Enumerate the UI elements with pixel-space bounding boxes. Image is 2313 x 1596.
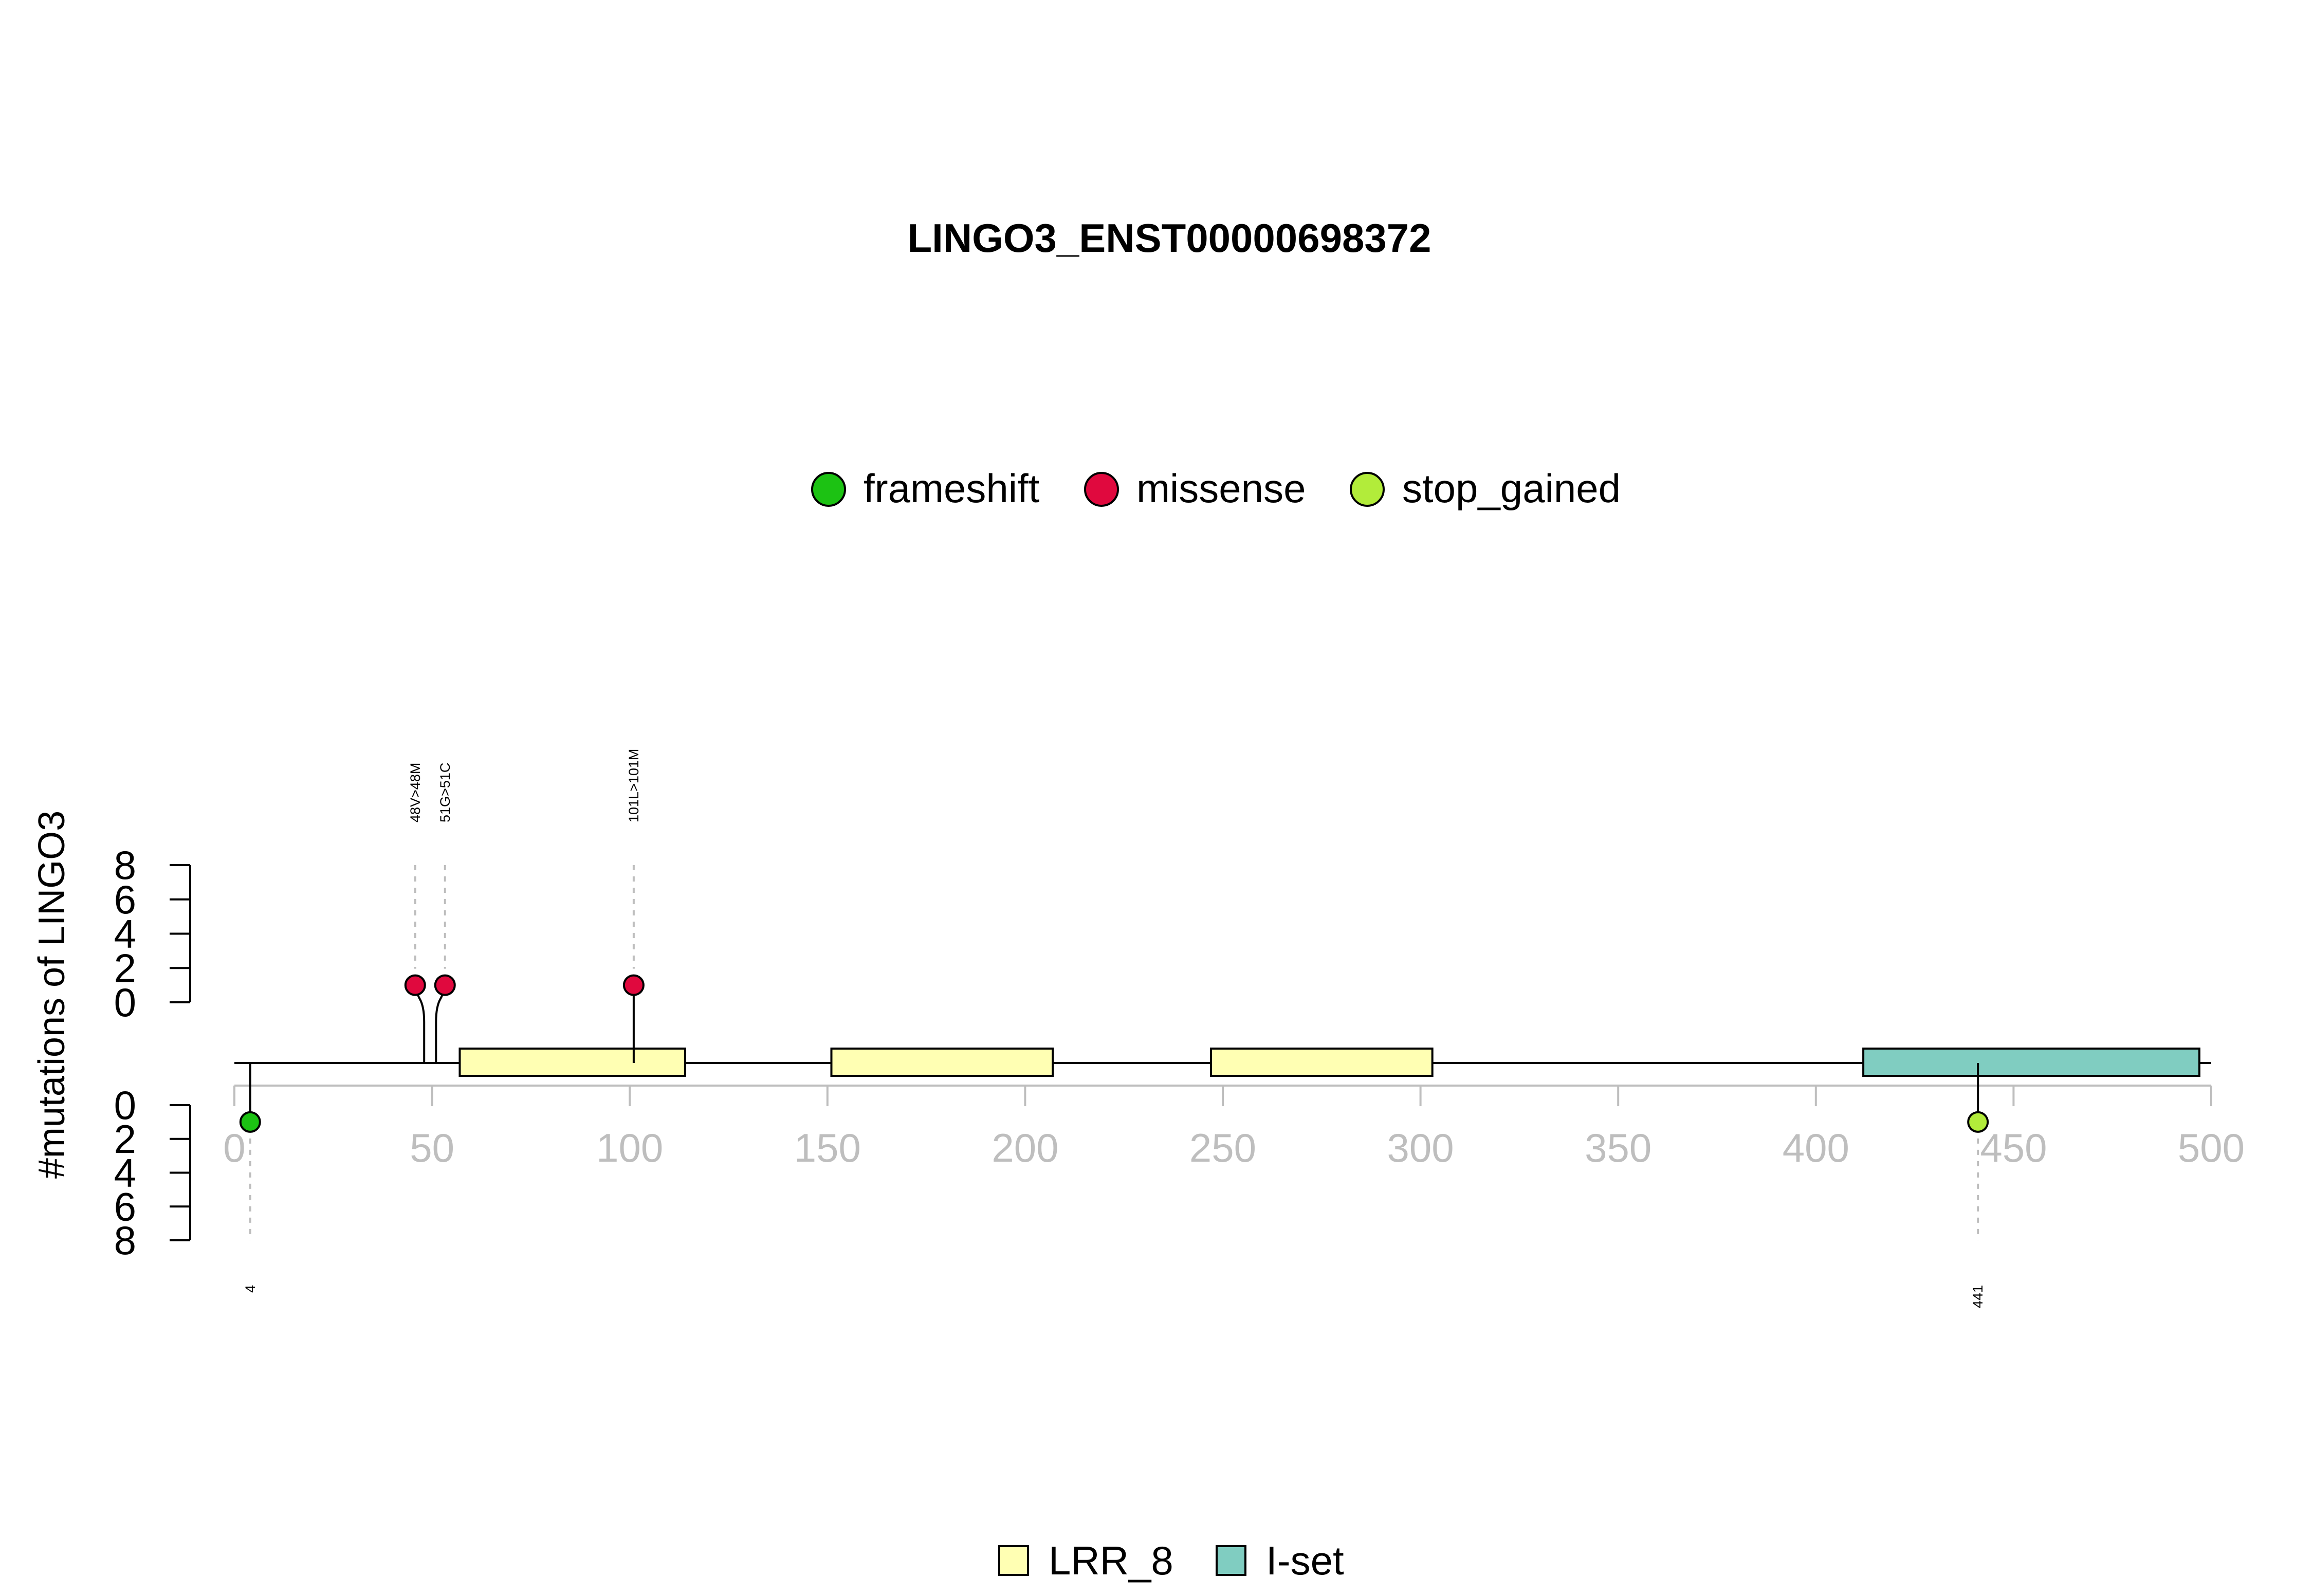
legend-label-I-set: I-set <box>1266 1538 1344 1583</box>
legend-marker-missense <box>1084 472 1119 507</box>
y-top-tick-label-4: 4 <box>114 911 136 957</box>
y-top-tick-label-2: 2 <box>114 945 136 990</box>
y-bottom-tick-label-4: 4 <box>114 1150 136 1196</box>
y-bottom-tick-label-2: 2 <box>114 1116 136 1162</box>
lollipop-head-missense <box>622 974 645 996</box>
x-axis: 0 50 100 150 200 250 300 350 400 450 500 <box>223 1085 2245 1170</box>
x-tick-label-300: 300 <box>1387 1125 1454 1170</box>
x-tick-label-200: 200 <box>992 1125 1058 1170</box>
x-tick-label-500: 500 <box>2178 1125 2245 1170</box>
lollipop-label: 4 <box>243 1285 258 1293</box>
domain-box-LRR_8 <box>830 1048 1054 1077</box>
lollipop-label: 441 <box>1970 1285 1986 1308</box>
lollipop-track: 48V>48M 51G>51C 101L>101M 4 441 <box>239 749 1989 1308</box>
legend-marker-stop_gained <box>1350 472 1385 507</box>
legend-label-frameshift: frameshift <box>864 466 1040 511</box>
y-bottom-tick-label-6: 6 <box>114 1184 136 1229</box>
x-tick-label-400: 400 <box>1783 1125 1849 1170</box>
legend-swatch-I-set <box>1216 1545 1246 1576</box>
legend-label-stop_gained: stop_gained <box>1402 466 1621 511</box>
y-bottom-tick-label-8: 8 <box>114 1218 136 1263</box>
chart-title: LINGO3_ENST00000698372 <box>908 215 1431 261</box>
legend-label-LRR_8: LRR_8 <box>1049 1538 1173 1583</box>
y-axis-label: #mutations of LINGO3 <box>31 811 72 1179</box>
lollipop-head-stop_gained <box>1967 1111 1989 1133</box>
domain-legend: LRR_8 I-set <box>998 1538 1344 1583</box>
x-tick-label-50: 50 <box>410 1125 454 1170</box>
x-tick-label-450: 450 <box>1980 1125 2047 1170</box>
mutation-legend: frameshift missense stop_gained <box>811 466 1621 511</box>
y-top-tick-label-8: 8 <box>114 842 136 888</box>
lollipop-head-missense <box>404 974 426 996</box>
domain-box-LRR_8 <box>458 1048 686 1077</box>
legend-label-missense: missense <box>1136 466 1306 511</box>
x-tick-label-250: 250 <box>1189 1125 1256 1170</box>
lollipop-head-missense <box>434 974 456 996</box>
x-tick-label-350: 350 <box>1585 1125 1651 1170</box>
domain-box-I-set <box>1862 1048 2200 1077</box>
lollipop-label: 48V>48M <box>408 763 423 822</box>
domain-track <box>458 1048 2200 1077</box>
legend-swatch-LRR_8 <box>998 1545 1029 1576</box>
y-bottom-tick-label-0: 0 <box>114 1083 136 1128</box>
legend-marker-frameshift <box>811 472 846 507</box>
lollipop-label: 51G>51C <box>437 763 453 822</box>
y-top-tick-label-0: 0 <box>114 980 136 1025</box>
y-top-tick-label-6: 6 <box>114 877 136 922</box>
lollipop-head-frameshift <box>239 1111 261 1133</box>
x-tick-label-0: 0 <box>223 1125 245 1170</box>
domain-box-LRR_8 <box>1209 1048 1434 1077</box>
x-tick-label-100: 100 <box>596 1125 663 1170</box>
x-tick-label-150: 150 <box>794 1125 861 1170</box>
lollipop-label: 101L>101M <box>626 749 641 822</box>
